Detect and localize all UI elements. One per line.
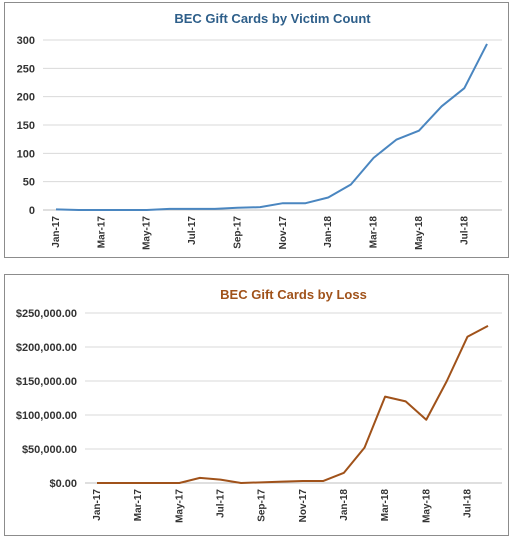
victim-count-y-tick-label: 50 [23, 177, 35, 189]
victim-count-y-tick-label: 0 [29, 205, 35, 217]
loss-y-tick-label: $150,000.00 [16, 376, 77, 388]
victim-count-chart-svg: BEC Gift Cards by Victim Count 0 50 100 150 2… [17, 11, 502, 250]
victim-count-x-tick-label: Mar-17 [96, 216, 107, 249]
loss-x-tick-label: Jul-18 [462, 489, 473, 518]
victim-count-x-tick-label: Nov-17 [278, 216, 289, 250]
victim-count-x-tick-label: Jan-18 [323, 216, 334, 248]
victim-count-chart: BEC Gift Cards by Victim Count 0 50 100 150 2… [4, 2, 509, 258]
victim-count-x-tick-label: Jul-18 [459, 216, 470, 245]
loss-y-tick-label: $200,000.00 [16, 342, 77, 354]
loss-x-tick-label: Jul-17 [215, 489, 226, 518]
victim-count-x-tick-label: Sep-17 [232, 216, 243, 249]
victim-count-x-tick-label: Jul-17 [187, 216, 198, 245]
loss-x-tick-label: May-18 [421, 489, 432, 523]
victim-count-y-tick-label: 250 [17, 63, 35, 75]
victim-count-x-tick-label: May-18 [414, 216, 425, 250]
loss-x-tick-label: Nov-17 [298, 489, 309, 523]
loss-x-tick-label: May-17 [174, 489, 185, 523]
loss-y-tick-label: $100,000.00 [16, 410, 77, 422]
victim-count-x-tick-label: Jan-17 [51, 216, 62, 248]
loss-x-tick-label: Sep-17 [257, 489, 268, 522]
loss-x-tick-label: Jan-17 [92, 489, 103, 521]
victim-count-y-tick-label: 100 [17, 148, 35, 160]
victim-count-y-tick-label: 200 [17, 92, 35, 104]
loss-y-tick-label: $250,000.00 [16, 308, 77, 320]
victim-count-y-tick-label: 150 [17, 120, 35, 132]
loss-chart: BEC Gift Cards by Loss $0.00 $50,000.00 $10… [4, 274, 509, 536]
victim-count-title: BEC Gift Cards by Victim Count [174, 11, 371, 26]
loss-title: BEC Gift Cards by Loss [220, 287, 367, 302]
loss-y-tick-label: $50,000.00 [22, 444, 77, 456]
loss-chart-svg: BEC Gift Cards by Loss $0.00 $50,000.00 $10… [16, 287, 502, 523]
loss-series-line [97, 325, 489, 484]
loss-y-tick-label: $0.00 [49, 478, 77, 490]
victim-count-y-tick-label: 300 [17, 35, 35, 47]
loss-x-tick-label: Jan-18 [339, 489, 350, 521]
loss-x-tick-label: Mar-17 [133, 489, 144, 522]
loss-x-tick-label: Mar-18 [380, 489, 391, 522]
victim-count-series-line [55, 43, 488, 211]
victim-count-x-tick-label: May-17 [142, 216, 153, 250]
victim-count-x-tick-label: Mar-18 [369, 216, 380, 249]
